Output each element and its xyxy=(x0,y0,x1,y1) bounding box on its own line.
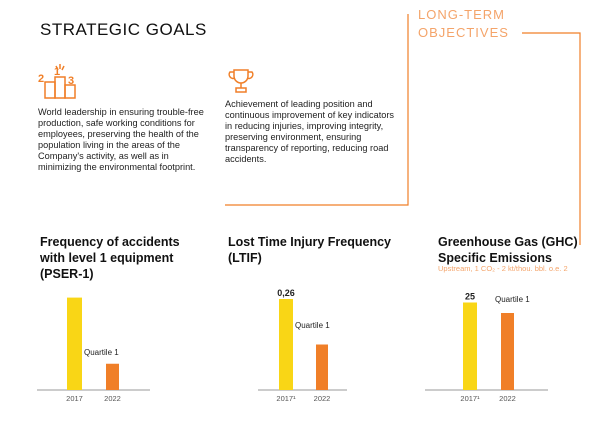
page-title: STRATEGIC GOALS xyxy=(40,20,207,39)
annotation: Quartile 1 xyxy=(84,348,119,357)
x-tick-label: 2022 xyxy=(499,394,516,403)
annotation: Quartile 1 xyxy=(295,321,330,330)
frame xyxy=(225,14,581,245)
bar xyxy=(316,344,328,390)
chart-title: Greenhouse Gas (GHC) Specific Emissions xyxy=(438,235,578,265)
bar xyxy=(501,313,514,390)
trophy-icon xyxy=(228,69,254,93)
annotation: Quartile 1 xyxy=(495,295,530,304)
goal-text: Achievement of leading position and cont… xyxy=(225,99,395,164)
chart-title: Frequency of accidents with level 1 equi… xyxy=(40,235,180,281)
bar xyxy=(67,297,82,390)
chart-subtitle: Upstream, 1 CO₂ - 2 kt/thou. bbl. o.e. 2 xyxy=(438,264,568,273)
x-tick-label: 2017¹ xyxy=(460,394,480,403)
x-tick-label: 2022 xyxy=(314,394,331,403)
bar xyxy=(106,363,119,390)
icon-digit: 1 xyxy=(54,66,60,78)
icon-digit: 3 xyxy=(68,75,74,87)
podium-icon xyxy=(44,64,76,99)
x-tick-label: 2017¹ xyxy=(276,394,296,403)
icon-digit: 2 xyxy=(38,73,44,85)
side-title: LONG-TERM OBJECTIVES xyxy=(418,7,509,40)
bar xyxy=(463,302,477,390)
x-tick-label: 2022 xyxy=(104,394,121,403)
goal-text: World leadership in ensuring trouble-fre… xyxy=(38,107,204,172)
value-label: 25 xyxy=(465,292,475,302)
frame-line xyxy=(522,32,581,245)
value-label: 0,26 xyxy=(277,288,295,298)
frame-line xyxy=(225,14,409,206)
bar xyxy=(279,299,293,390)
chart-title: Lost Time Injury Frequency (LTIF) xyxy=(228,235,392,265)
x-tick-label: 2017 xyxy=(66,394,83,403)
